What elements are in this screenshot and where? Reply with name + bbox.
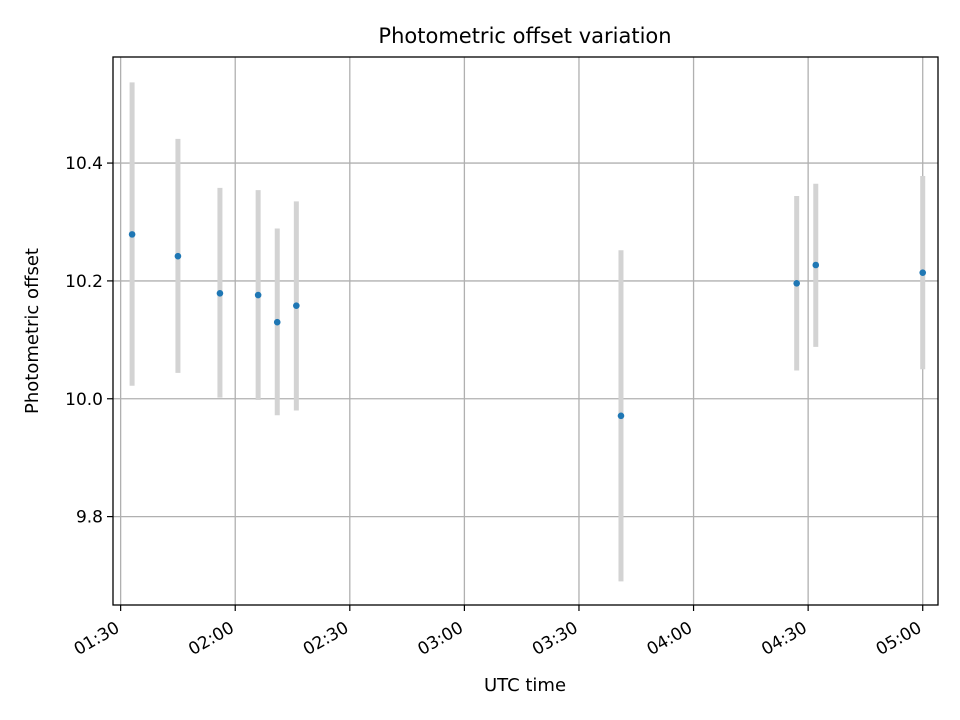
data-point — [216, 289, 224, 297]
data-point — [919, 269, 927, 276]
y-tick-label: 10.4 — [65, 154, 103, 174]
y-tick-label: 10.2 — [65, 272, 103, 292]
data-point — [128, 231, 136, 238]
y-tick-label: 10.0 — [65, 390, 103, 410]
plot-area — [113, 57, 938, 605]
x-axis-label: UTC time — [484, 675, 566, 696]
data-point — [174, 252, 182, 260]
data-point — [812, 261, 820, 269]
data-point — [617, 412, 625, 420]
y-tick-label: 9.8 — [76, 508, 103, 528]
data-points — [128, 231, 927, 420]
data-point — [293, 302, 300, 309]
y-axis-label: Photometric offset — [22, 248, 43, 414]
data-point — [273, 318, 281, 326]
data-point — [793, 279, 800, 287]
y-axis: 9.8 10.0 10.2 10.4 — [65, 154, 113, 528]
plot-frame — [112, 56, 939, 606]
chart-title: Photometric offset variation — [378, 24, 671, 48]
data-point — [254, 291, 262, 299]
